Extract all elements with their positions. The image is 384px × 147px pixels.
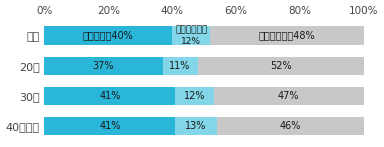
Text: 47%: 47% xyxy=(278,91,300,101)
Bar xyxy=(175,87,214,105)
Text: 働きたくない
12%: 働きたくない 12% xyxy=(175,25,207,46)
Text: わからない　48%: わからない 48% xyxy=(259,31,315,41)
Text: 働きたい　40%: 働きたい 40% xyxy=(83,31,134,41)
Bar xyxy=(45,117,175,135)
Bar xyxy=(45,26,172,45)
Bar xyxy=(214,87,364,105)
Bar xyxy=(172,26,210,45)
Bar xyxy=(198,57,364,75)
Bar xyxy=(210,26,364,45)
Text: 12%: 12% xyxy=(184,91,205,101)
Bar xyxy=(217,117,364,135)
Bar xyxy=(162,57,198,75)
Bar xyxy=(45,57,162,75)
Text: 52%: 52% xyxy=(270,61,291,71)
Bar xyxy=(175,117,217,135)
Text: 13%: 13% xyxy=(185,121,207,131)
Text: 37%: 37% xyxy=(93,61,114,71)
Text: 11%: 11% xyxy=(169,61,191,71)
Text: 41%: 41% xyxy=(99,91,121,101)
Text: 46%: 46% xyxy=(280,121,301,131)
Text: 41%: 41% xyxy=(99,121,121,131)
Bar xyxy=(45,87,175,105)
